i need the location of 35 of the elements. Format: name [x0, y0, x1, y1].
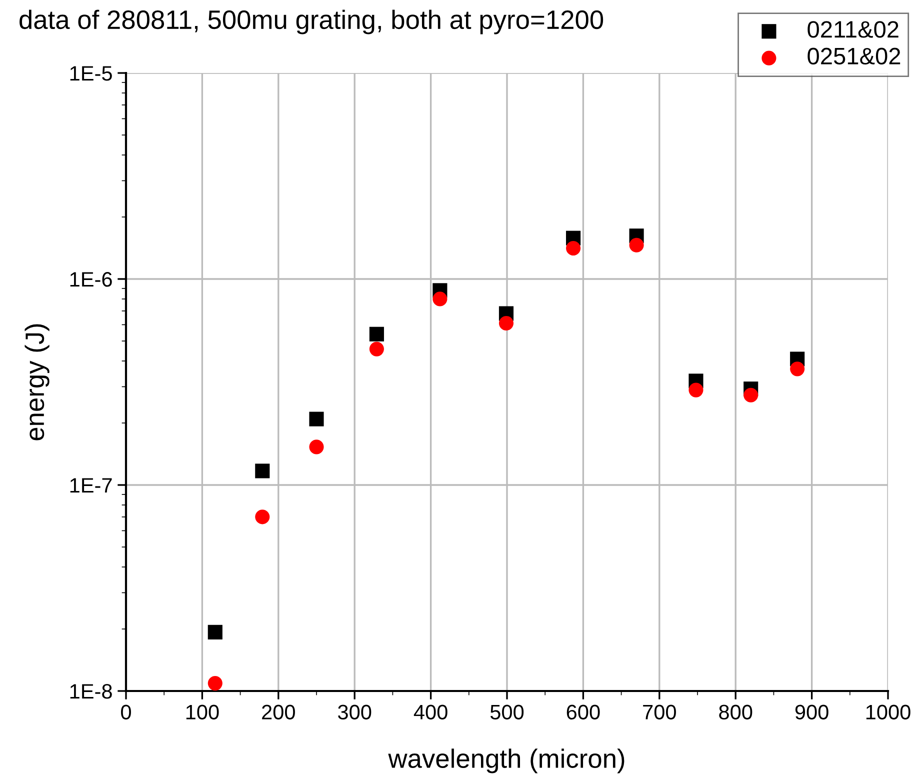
point — [309, 440, 324, 454]
legend-label: 0211&02 — [808, 21, 898, 38]
point — [369, 326, 384, 342]
x-tick-label: 700 — [643, 704, 676, 720]
chart-title: data of 280811, 500mu grating, both at pyro=1200 — [20, 10, 604, 34]
point — [688, 382, 704, 398]
point — [790, 362, 805, 376]
y-tick-label: 1E-5 — [70, 66, 112, 81]
x-axis-title: wavelength (micron) — [388, 748, 624, 774]
point — [369, 342, 384, 356]
x-tick-label: 500 — [490, 704, 524, 720]
y-tick-label: 1E-7 — [70, 478, 112, 493]
x-tick-label: 300 — [338, 704, 372, 720]
point — [498, 316, 514, 331]
y-tick-label: 1E-8 — [70, 684, 112, 699]
x-tick-label: 600 — [566, 704, 600, 720]
point — [432, 292, 448, 306]
legend-label: 0251&02 — [808, 48, 900, 65]
x-tick-label: 1000 — [866, 704, 910, 720]
point — [255, 510, 270, 524]
x-tick-label: 100 — [186, 704, 219, 720]
x-tick-label: 200 — [262, 704, 295, 720]
point — [744, 388, 758, 402]
point — [629, 238, 644, 252]
point — [566, 240, 581, 256]
point — [309, 412, 324, 426]
x-tick-label: 0 — [121, 704, 131, 720]
x-tick-label: 900 — [795, 704, 828, 720]
y-tick-label: 1E-6 — [70, 272, 112, 287]
point — [208, 624, 222, 640]
x-tick-label: 800 — [719, 704, 752, 720]
point — [208, 676, 222, 691]
y-axis-title: energy (J) — [24, 324, 50, 440]
x-tick-label: 400 — [414, 704, 448, 720]
point — [255, 464, 270, 478]
